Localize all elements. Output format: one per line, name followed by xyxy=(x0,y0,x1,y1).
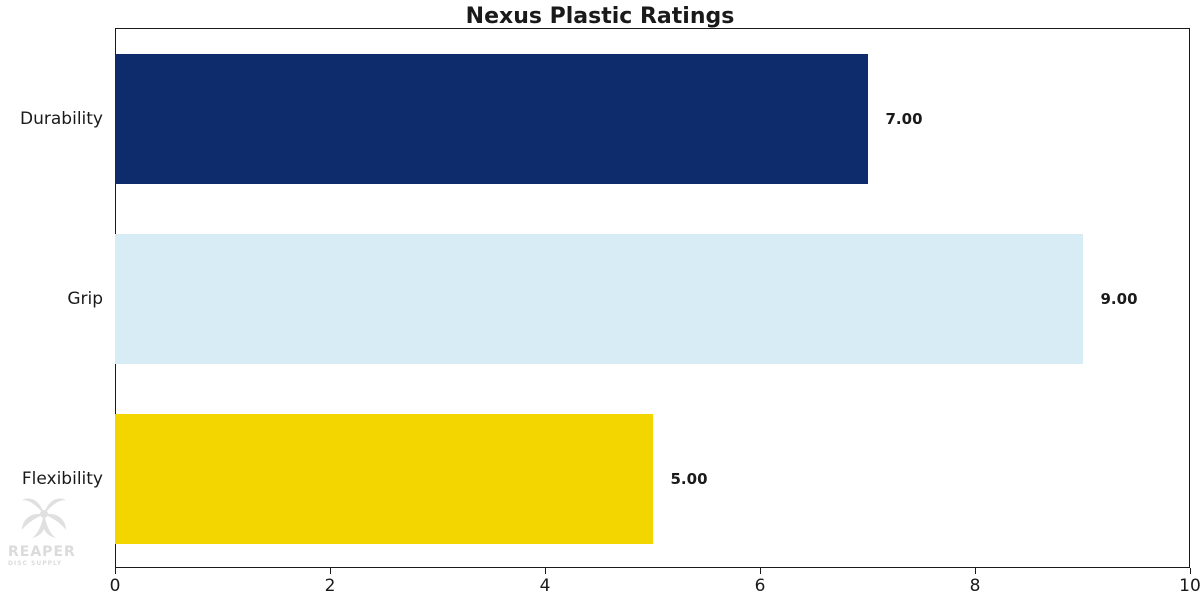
watermark-subtext: DISC SUPPLY xyxy=(8,560,80,567)
x-tick-label: 0 xyxy=(110,568,121,596)
bar xyxy=(115,414,653,544)
watermark-logo: REAPER DISC SUPPLY xyxy=(8,490,80,567)
chart-title: Nexus Plastic Ratings xyxy=(0,4,1200,29)
y-tick-label: Flexibility xyxy=(22,469,115,489)
watermark-text: REAPER xyxy=(8,544,80,560)
plot-area: 02468107.00Durability9.00Grip5.00Flexibi… xyxy=(115,28,1190,568)
y-tick-label: Grip xyxy=(67,289,115,309)
bar-value-label: 5.00 xyxy=(671,470,708,488)
bar-value-label: 7.00 xyxy=(886,110,923,128)
chart-container: Nexus Plastic Ratings 02468107.00Durabil… xyxy=(0,0,1200,607)
x-tick-label: 10 xyxy=(1179,568,1200,596)
x-tick-label: 4 xyxy=(540,568,551,596)
x-axis-line xyxy=(115,567,1189,568)
bar xyxy=(115,234,1083,364)
x-tick-label: 6 xyxy=(755,568,766,596)
bar xyxy=(115,54,868,184)
y-tick-label: Durability xyxy=(20,109,115,129)
x-tick-label: 8 xyxy=(970,568,981,596)
bar-value-label: 9.00 xyxy=(1101,290,1138,308)
x-tick-label: 2 xyxy=(325,568,336,596)
